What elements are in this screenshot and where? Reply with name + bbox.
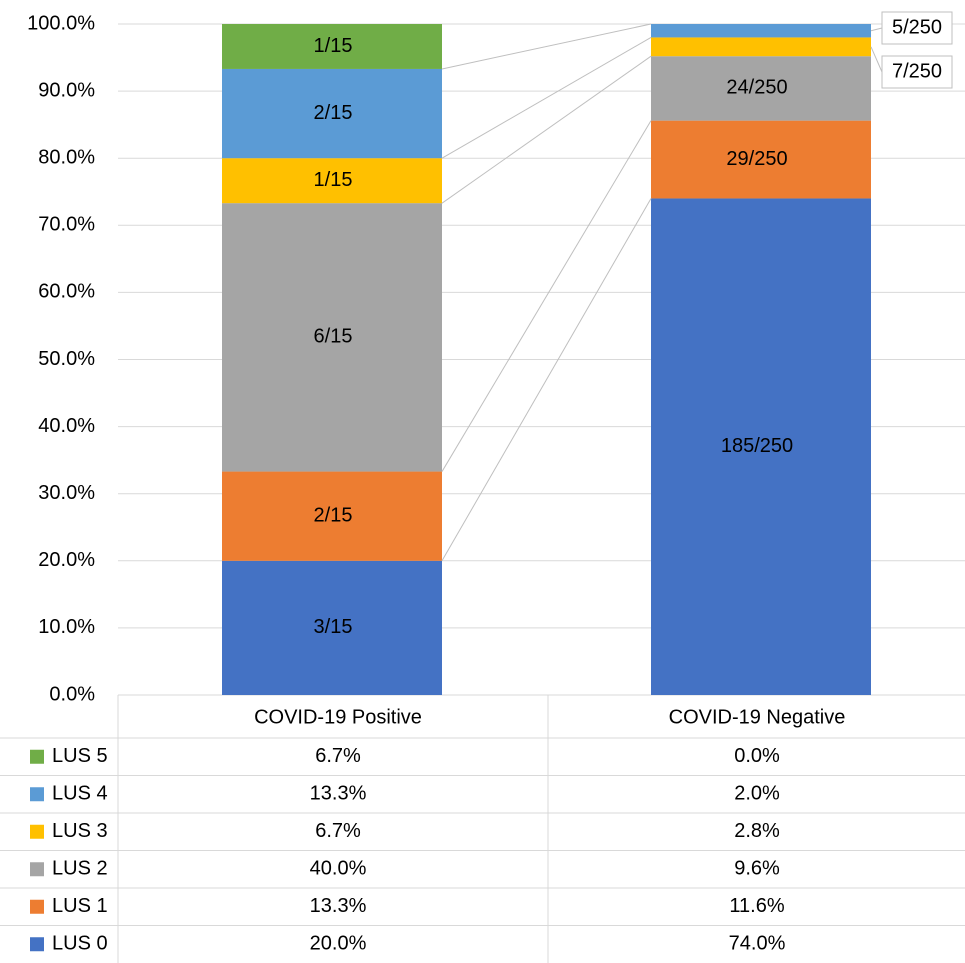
legend-label: LUS 2 [52,858,108,880]
data-label: 2/15 [314,504,353,526]
bar-segment [222,560,442,695]
leader-line [870,46,883,73]
data-label: 1/15 [314,35,353,57]
legend-swatch [30,899,44,914]
label-box [881,55,953,89]
data-label: 1/15 [314,169,353,191]
data-label: 24/250 [726,77,787,99]
table-cell: 6.7% [315,745,361,767]
y-tick-label: 70.0% [38,214,95,236]
y-tick-label: 90.0% [38,79,95,101]
table-cell: 2.0% [734,783,780,805]
y-tick-label: 60.0% [38,281,95,303]
data-label: 5/250 [892,16,942,38]
bar-segment [222,158,442,204]
bar-segment [222,24,442,69]
legend-swatch [30,862,44,877]
data-label: 185/250 [721,435,793,457]
y-tick-label: 80.0% [38,146,95,168]
category-label: COVID-19 Positive [254,706,422,728]
y-tick-label: 50.0% [38,348,95,370]
y-tick-label: 10.0% [38,616,95,638]
bar-segment [651,24,871,38]
series-line [441,198,652,562]
legend-swatch [30,787,44,802]
table-cell: 40.0% [310,858,367,880]
legend-swatch [30,749,44,764]
table-cell: 2.8% [734,820,780,842]
table-cell: 13.3% [310,895,367,917]
table-cell: 13.3% [310,783,367,805]
bar-segment [222,68,442,159]
legend-label: LUS 4 [52,783,108,805]
bar-segment [651,56,871,121]
legend-label: LUS 3 [52,820,108,842]
y-tick-label: 100.0% [27,12,95,34]
table-cell: 6.7% [315,820,361,842]
table-cell: 9.6% [734,858,780,880]
legend-swatch [30,824,44,839]
table-cell: 11.6% [729,895,784,917]
legend-label: LUS 1 [52,895,108,917]
legend-label: LUS 5 [52,745,108,767]
y-tick-label: 40.0% [38,415,95,437]
label-box [881,11,953,45]
bar-segment [222,203,442,472]
bar-segment [651,37,871,57]
series-line [441,120,652,472]
y-tick-label: 30.0% [38,482,95,504]
y-tick-label: 20.0% [38,549,95,571]
data-label: 3/15 [314,616,353,638]
bar-segment [651,198,871,695]
series-line [441,55,652,204]
legend-swatch [30,937,44,952]
table-cell: 0.0% [734,745,780,767]
category-label: COVID-19 Negative [669,706,846,728]
table-cell: 74.0% [729,933,786,955]
table-cell: 20.0% [310,933,367,955]
leader-line [870,27,883,32]
data-label: 6/15 [314,326,353,348]
data-label: 29/250 [726,148,787,170]
legend-label: LUS 0 [52,933,108,955]
y-tick-label: 0.0% [49,683,95,705]
series-line [441,36,652,159]
data-label: 2/15 [314,102,353,124]
series-line [441,23,652,70]
bar-segment [651,120,871,199]
bar-segment [222,471,442,561]
data-label: 7/250 [892,60,942,82]
